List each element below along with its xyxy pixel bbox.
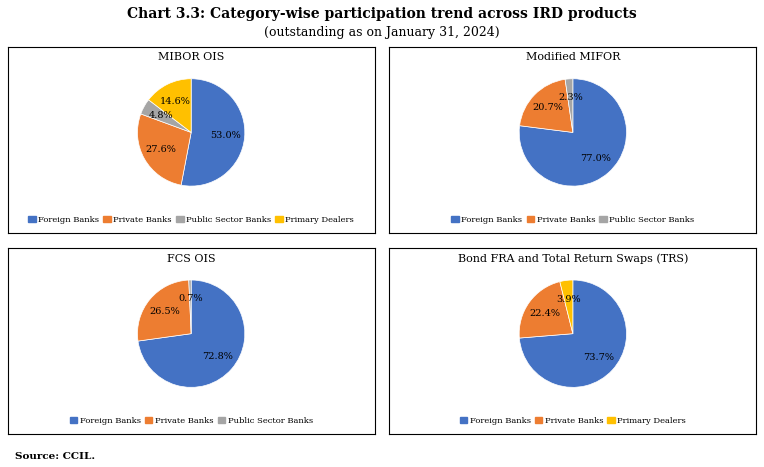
Text: MIBOR OIS: MIBOR OIS: [158, 52, 225, 62]
Legend: Foreign Banks, Private Banks, Public Sector Banks: Foreign Banks, Private Banks, Public Sec…: [448, 212, 698, 227]
Wedge shape: [141, 100, 191, 133]
Text: 22.4%: 22.4%: [529, 309, 560, 318]
Wedge shape: [138, 280, 191, 341]
Wedge shape: [148, 79, 191, 133]
Text: Chart 3.3: Category-wise participation trend across IRD products: Chart 3.3: Category-wise participation t…: [127, 7, 637, 21]
Text: 14.6%: 14.6%: [160, 97, 191, 106]
Text: FCS OIS: FCS OIS: [167, 254, 215, 263]
Text: 26.5%: 26.5%: [149, 307, 180, 316]
Text: 53.0%: 53.0%: [211, 131, 241, 140]
Text: 3.9%: 3.9%: [556, 295, 581, 304]
Text: Modified MIFOR: Modified MIFOR: [526, 52, 620, 62]
Legend: Foreign Banks, Private Banks, Public Sector Banks, Primary Dealers: Foreign Banks, Private Banks, Public Sec…: [25, 212, 358, 227]
Wedge shape: [138, 280, 244, 387]
Text: 73.7%: 73.7%: [583, 353, 614, 362]
Wedge shape: [189, 280, 191, 334]
Text: Source: CCIL.: Source: CCIL.: [15, 453, 96, 461]
Text: 72.8%: 72.8%: [202, 352, 233, 361]
Wedge shape: [560, 280, 573, 334]
Text: (outstanding as on January 31, 2024): (outstanding as on January 31, 2024): [264, 26, 500, 39]
Legend: Foreign Banks, Private Banks, Public Sector Banks: Foreign Banks, Private Banks, Public Sec…: [66, 414, 316, 428]
Wedge shape: [520, 282, 573, 338]
Wedge shape: [520, 280, 626, 387]
Text: 27.6%: 27.6%: [145, 145, 176, 154]
Wedge shape: [138, 114, 191, 185]
Text: Bond FRA and Total Return Swaps (TRS): Bond FRA and Total Return Swaps (TRS): [458, 254, 688, 264]
Text: 20.7%: 20.7%: [533, 104, 563, 113]
Text: 4.8%: 4.8%: [148, 111, 173, 120]
Wedge shape: [520, 79, 573, 133]
Wedge shape: [181, 79, 244, 186]
Text: 77.0%: 77.0%: [581, 154, 611, 163]
Wedge shape: [565, 79, 573, 133]
Legend: Foreign Banks, Private Banks, Primary Dealers: Foreign Banks, Private Banks, Primary De…: [456, 414, 689, 428]
Wedge shape: [520, 79, 626, 186]
Text: 0.7%: 0.7%: [178, 294, 202, 303]
Text: 2.3%: 2.3%: [558, 93, 583, 102]
